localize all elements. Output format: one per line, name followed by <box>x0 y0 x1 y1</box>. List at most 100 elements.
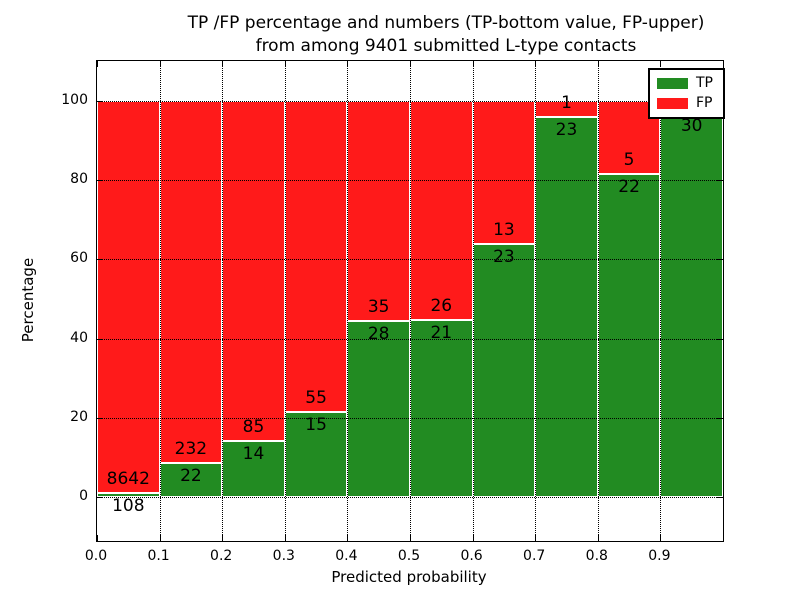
y-tick-label: 60 <box>70 250 88 267</box>
x-tick-mark <box>222 535 224 541</box>
bar-fp-count-label: 26 <box>430 296 453 317</box>
bar-tp-segment <box>660 113 723 498</box>
legend-entry-tp: TP <box>657 73 723 93</box>
bar-tp-count-label: 108 <box>112 495 145 516</box>
gridline-vertical <box>597 61 599 541</box>
x-tick-mark <box>660 61 662 67</box>
x-tick-mark <box>222 61 224 67</box>
gridline-vertical <box>159 61 161 541</box>
bar-fp-segment <box>222 100 285 442</box>
bar-tp-segment <box>159 462 223 498</box>
bar-fp-segment <box>97 100 160 493</box>
x-tick-label: 0.3 <box>272 548 295 564</box>
x-tick-label: 0.4 <box>335 548 358 564</box>
x-tick-mark <box>159 535 161 541</box>
x-tick-mark <box>660 535 662 541</box>
bar-tp-count-label: 21 <box>430 323 453 344</box>
bar-tp-count-label: 22 <box>618 177 640 198</box>
fp-color-swatch <box>657 97 688 109</box>
x-tick-label: 0.1 <box>147 548 170 564</box>
x-tick-label: 0.5 <box>397 548 421 564</box>
y-tick-mark <box>717 418 723 420</box>
bar-fp-segment <box>347 100 410 322</box>
legend: TP FP <box>648 68 725 119</box>
bar-tp-count-label: 23 <box>493 246 515 267</box>
y-tick-mark <box>97 497 103 499</box>
bar-tp-count-label: 15 <box>305 415 327 436</box>
y-tick-label: 20 <box>70 409 88 426</box>
bar-fp-count-label: 5 <box>623 150 635 171</box>
tp-color-swatch <box>657 77 688 89</box>
x-tick-label: 0.7 <box>523 548 546 564</box>
gridline-vertical <box>284 61 286 541</box>
bar-fp-count-label: 1 <box>561 93 572 114</box>
x-tick-label: 0.9 <box>648 548 671 564</box>
x-tick-mark <box>97 61 98 67</box>
x-tick-mark <box>472 61 474 67</box>
bar-tp-count-label: 14 <box>242 444 265 465</box>
bar-fp-count-label: 13 <box>493 219 515 240</box>
x-tick-label: 0.2 <box>210 548 233 564</box>
x-tick-label: 0.8 <box>585 548 608 564</box>
legend-entry-fp: FP <box>657 93 723 113</box>
bar-fp-segment <box>472 100 536 244</box>
x-tick-mark <box>410 61 411 67</box>
bar-tp-count-label: 28 <box>367 324 390 345</box>
bar-fp-segment <box>159 100 223 463</box>
gridline-vertical <box>472 61 474 541</box>
y-tick-label: 0 <box>79 488 88 505</box>
y-axis-label: Percentage <box>19 257 37 343</box>
gridline-vertical <box>410 61 411 541</box>
bar-fp-count-label: 85 <box>242 417 265 438</box>
bar-tp-count-label: 23 <box>555 120 578 141</box>
x-tick-mark <box>284 61 286 67</box>
gridline-vertical <box>347 61 349 541</box>
y-tick-mark <box>717 338 723 340</box>
chart-title-line1: TP /FP percentage and numbers (TP-bottom… <box>187 13 705 33</box>
x-tick-mark <box>597 61 599 67</box>
x-tick-mark <box>159 61 161 67</box>
bar-tp-segment <box>97 492 160 498</box>
bar-tp-count-label: 22 <box>180 465 202 486</box>
legend-label-fp: FP <box>696 95 713 111</box>
y-tick-mark <box>717 497 723 499</box>
bar-tp-segment <box>535 117 598 498</box>
y-tick-mark <box>97 338 103 340</box>
x-tick-mark <box>535 535 537 541</box>
chart-title-line2: from among 9401 submitted L-type contact… <box>255 36 637 56</box>
y-tick-mark <box>97 418 103 420</box>
y-tick-label: 80 <box>70 171 88 187</box>
legend-label-tp: TP <box>696 75 713 91</box>
bar-fp-segment <box>284 100 348 413</box>
x-tick-label: 0.0 <box>84 548 108 564</box>
chart-title: TP /FP percentage and numbers (TP-bottom… <box>96 12 796 58</box>
bar-fp-count-label: 35 <box>367 297 390 318</box>
bar-fp-count-label: 55 <box>305 388 327 409</box>
x-axis-label: Predicted probability <box>331 568 487 586</box>
x-tick-mark <box>97 535 98 541</box>
x-tick-mark <box>535 61 537 67</box>
y-tick-mark <box>97 259 103 261</box>
y-tick-mark <box>717 259 723 261</box>
y-tick-label: 40 <box>70 329 88 346</box>
y-tick-mark <box>97 180 103 181</box>
x-tick-mark <box>284 535 286 541</box>
x-tick-mark <box>410 535 411 541</box>
x-tick-mark <box>347 61 349 67</box>
gridline-vertical <box>535 61 537 541</box>
x-tick-mark <box>597 535 599 541</box>
gridline-vertical <box>660 61 662 541</box>
bar-tp-segment <box>410 320 473 498</box>
bar-fp-count-label: 232 <box>174 438 208 459</box>
gridline-vertical <box>222 61 224 541</box>
x-tick-mark <box>472 535 474 541</box>
y-tick-mark <box>97 100 103 102</box>
x-tick-mark <box>347 535 349 541</box>
y-tick-mark <box>717 180 723 181</box>
bar-tp-segment <box>284 412 348 498</box>
plot-area: TP FP 8642 108 232 22 85 14 55 15 35 28 26 21 13 23 1 2… <box>96 60 725 542</box>
y-tick-label: 100 <box>61 91 88 108</box>
bar-tp-segment <box>597 174 661 498</box>
bar-fp-segment <box>410 100 473 321</box>
